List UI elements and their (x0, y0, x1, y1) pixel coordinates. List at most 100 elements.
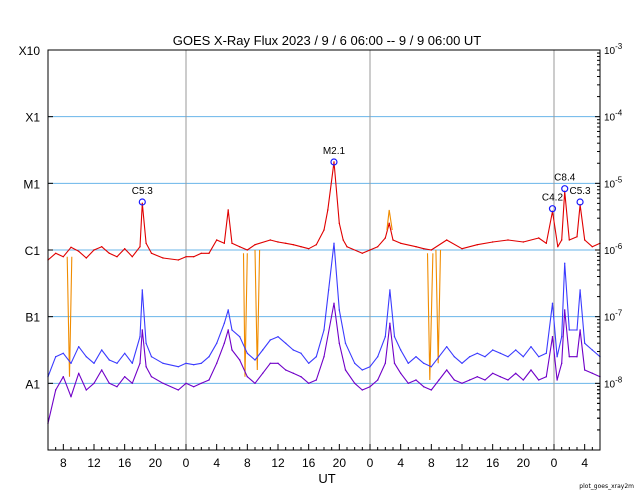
data-point (515, 372, 517, 374)
flux-tick-label: 10-4 (604, 109, 623, 124)
data-point (177, 366, 179, 368)
data-point (308, 362, 310, 364)
data-point (254, 382, 256, 384)
class-tick-label: B1 (25, 311, 40, 325)
data-point (150, 252, 153, 254)
flare-marker (138, 198, 146, 206)
data-point (591, 246, 593, 248)
x-tick-label: 0 (551, 456, 558, 470)
data-point (262, 349, 264, 351)
data-point (208, 356, 210, 358)
series-2 (47, 242, 601, 378)
data-point (254, 359, 256, 361)
series-layer (47, 161, 601, 424)
data-point (568, 239, 570, 241)
x-tick-label: 8 (428, 456, 435, 470)
data-point (145, 242, 147, 244)
data-point (415, 246, 417, 248)
data-point (200, 252, 202, 254)
data-point (576, 356, 578, 358)
data-point (484, 356, 486, 358)
data-point (484, 379, 486, 381)
series-1 (66, 209, 442, 381)
data-point (55, 389, 57, 391)
data-point (361, 369, 363, 371)
data-point (62, 352, 64, 354)
series-line-segment (242, 253, 248, 377)
data-point (85, 356, 88, 358)
data-point (492, 349, 494, 351)
data-point (538, 356, 540, 358)
data-point (579, 289, 581, 291)
data-point (327, 289, 330, 291)
data-point (393, 336, 396, 338)
data-point (423, 386, 425, 388)
x-tick-label: 0 (183, 456, 190, 470)
data-point (124, 352, 126, 354)
flare-label: M2.1 (323, 146, 346, 157)
data-point (556, 356, 558, 358)
data-point (551, 336, 554, 338)
class-tick-label: X1 (25, 111, 40, 125)
data-point (227, 209, 229, 211)
data-point (564, 262, 566, 264)
data-point (377, 246, 379, 248)
data-point (185, 362, 187, 364)
x-tick-label: 16 (302, 456, 316, 470)
data-point (208, 379, 210, 381)
class-tick-label: M1 (23, 177, 40, 191)
data-point (70, 246, 72, 248)
flux-tick-label: 10-7 (604, 309, 623, 324)
x-tick-label: 8 (244, 456, 251, 470)
data-point (300, 352, 302, 354)
data-point (269, 362, 271, 364)
data-point (231, 349, 233, 351)
data-point (400, 372, 402, 374)
data-point (285, 342, 287, 344)
data-point (446, 239, 448, 241)
data-point (227, 329, 229, 331)
data-point (85, 389, 88, 391)
data-point (269, 239, 271, 241)
data-point (384, 336, 386, 338)
data-point (141, 289, 143, 291)
flare-label: C8.4 (554, 173, 576, 184)
data-point (389, 289, 391, 291)
data-point (369, 386, 371, 388)
data-point (333, 302, 335, 304)
data-point (530, 346, 532, 348)
data-point (292, 244, 294, 246)
data-point (55, 356, 57, 358)
x-tick-label: 12 (455, 456, 469, 470)
data-point (193, 256, 195, 258)
data-point (323, 329, 325, 331)
data-point (162, 257, 164, 259)
data-point (407, 362, 409, 364)
data-point (200, 362, 202, 364)
data-point (361, 389, 363, 391)
data-point (208, 252, 210, 254)
data-point (507, 356, 509, 358)
data-point (430, 389, 432, 391)
data-point (415, 379, 417, 381)
x-tick-label: 0 (367, 456, 374, 470)
data-point (545, 352, 547, 354)
data-point (124, 248, 126, 250)
data-point (579, 329, 581, 331)
data-point (124, 376, 126, 378)
data-point (384, 237, 386, 239)
data-point (200, 382, 202, 384)
data-point (354, 382, 356, 384)
class-tick-label: C1 (25, 244, 41, 258)
data-point (492, 241, 494, 243)
data-point (584, 239, 586, 241)
data-point (591, 372, 593, 374)
data-point (55, 252, 57, 254)
plot-credit: plot_goes_xray2m (579, 483, 634, 490)
data-point (239, 336, 241, 338)
data-point (438, 356, 440, 358)
chart-title: GOES X-Ray Flux 2023 / 9 / 6 06:00 -- 9 … (173, 33, 482, 48)
class-tick-label: X10 (19, 44, 41, 58)
data-point (407, 382, 409, 384)
data-point (461, 248, 463, 250)
